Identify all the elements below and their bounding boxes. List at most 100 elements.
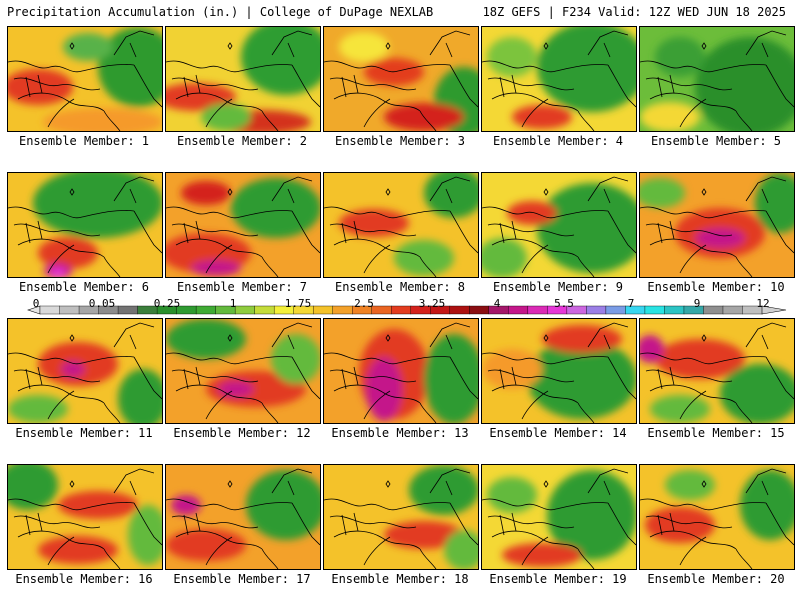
map-panel-member-8: [323, 172, 479, 278]
precip-area: [339, 32, 389, 62]
member-label-5: Ensemble Member: 5: [650, 134, 782, 148]
precip-area: [181, 181, 231, 205]
colorbar-tick-label: 0.05: [88, 297, 116, 310]
precip-area: [695, 228, 745, 248]
precip-area: [650, 395, 710, 423]
precip-area: [720, 364, 794, 423]
map-boundaries: [166, 30, 320, 131]
colorbar-tick-label: 12: [756, 297, 770, 310]
colorbar-segment: [234, 305, 256, 315]
precip-area: [50, 268, 66, 277]
colorbar-segment: [527, 305, 548, 315]
precip-area: [191, 260, 241, 276]
colorbar-segment: [312, 305, 334, 315]
map-panel-member-9: [481, 172, 637, 278]
member-label-16: Ensemble Member: 16: [15, 572, 153, 586]
precip-area: [487, 37, 537, 77]
colorbar-segment: [39, 305, 60, 315]
precip-area: [8, 395, 68, 423]
precip-area: [444, 530, 478, 569]
precip-area: [8, 465, 58, 510]
precip-area: [118, 369, 162, 423]
colorbar-tick-label: 0.25: [153, 297, 181, 310]
colorbar-max-arrow: [761, 305, 787, 315]
map-panel-member-2: [165, 26, 321, 132]
precip-area: [482, 238, 527, 277]
map-boundaries: [8, 468, 162, 569]
map-panel-member-3: [323, 26, 479, 132]
colorbar-segment: [664, 305, 685, 315]
map-boundaries: [8, 322, 162, 423]
map-boundaries: [166, 322, 320, 423]
precip-area: [38, 237, 98, 269]
member-label-8: Ensemble Member: 8: [334, 280, 466, 294]
map-boundaries: [640, 468, 794, 569]
member-label-18: Ensemble Member: 18: [331, 572, 469, 586]
precip-area: [271, 334, 320, 384]
map-panel-member-14: [481, 318, 637, 424]
precip-area: [246, 470, 320, 540]
colorbar-segment: [254, 305, 275, 315]
map-panel-member-11: [7, 318, 163, 424]
precip-area: [218, 381, 254, 397]
member-label-4: Ensemble Member: 4: [492, 134, 624, 148]
map-boundaries: [482, 468, 636, 569]
member-label-12: Ensemble Member: 12: [173, 426, 311, 440]
precip-area: [482, 349, 542, 389]
map-boundaries: [8, 176, 162, 277]
map-boundaries: [640, 322, 794, 423]
colorbar-tick-label: 0: [32, 297, 40, 310]
title-right: 18Z GEFS | F234 Valid: 12Z WED JUN 18 20…: [482, 5, 786, 19]
precip-area: [98, 27, 162, 107]
precip-area: [128, 505, 162, 565]
member-label-11: Ensemble Member: 11: [15, 426, 153, 440]
colorbar-tick-label: 1: [229, 297, 237, 310]
precip-area: [366, 357, 402, 421]
precip-area: [537, 27, 636, 112]
precip-area: [655, 37, 705, 77]
map-panel-member-1: [7, 26, 163, 132]
precip-area: [640, 102, 700, 131]
precip-area: [487, 477, 537, 513]
precip-area: [58, 491, 138, 519]
map-panel-member-16: [7, 464, 163, 570]
colorbar-segment: [508, 305, 529, 315]
colorbar-tick-label: 1.75: [284, 297, 312, 310]
map-boundaries: [324, 176, 478, 277]
member-label-9: Ensemble Member: 9: [492, 280, 624, 294]
map-panel-member-10: [639, 172, 795, 278]
precip-area: [655, 339, 745, 379]
colorbar-segment: [644, 305, 665, 315]
precip-area: [542, 325, 622, 353]
map-boundaries: [324, 322, 478, 423]
map-boundaries: [482, 176, 636, 277]
precip-area: [384, 521, 464, 549]
precip-area: [201, 103, 251, 131]
map-panel-member-4: [481, 26, 637, 132]
colorbar-tick-label: 5.5: [554, 297, 574, 310]
map-boundaries: [640, 30, 794, 131]
map-panel-member-13: [323, 318, 479, 424]
map-panel-member-7: [165, 172, 321, 278]
member-label-14: Ensemble Member: 14: [489, 426, 627, 440]
colorbar-segment: [469, 305, 490, 315]
precip-area: [695, 37, 794, 131]
map-panel-member-6: [7, 172, 163, 278]
colorbar-segment: [332, 305, 353, 315]
map-panel-member-15: [639, 318, 795, 424]
member-label-13: Ensemble Member: 13: [331, 426, 469, 440]
member-label-20: Ensemble Member: 20: [647, 572, 785, 586]
precip-area: [206, 371, 306, 407]
colorbar-segment: [722, 305, 743, 315]
precip-area: [61, 361, 85, 377]
color-scale-bar: [27, 305, 787, 315]
member-label-6: Ensemble Member: 6: [18, 280, 150, 294]
member-label-10: Ensemble Member: 10: [647, 280, 785, 294]
precip-area: [640, 335, 664, 363]
precip-area: [409, 465, 478, 515]
map-boundaries: [8, 30, 162, 131]
precip-area: [507, 201, 557, 225]
map-boundaries: [324, 468, 478, 569]
colorbar-segment: [195, 305, 217, 315]
colorbar-segment: [703, 305, 724, 315]
